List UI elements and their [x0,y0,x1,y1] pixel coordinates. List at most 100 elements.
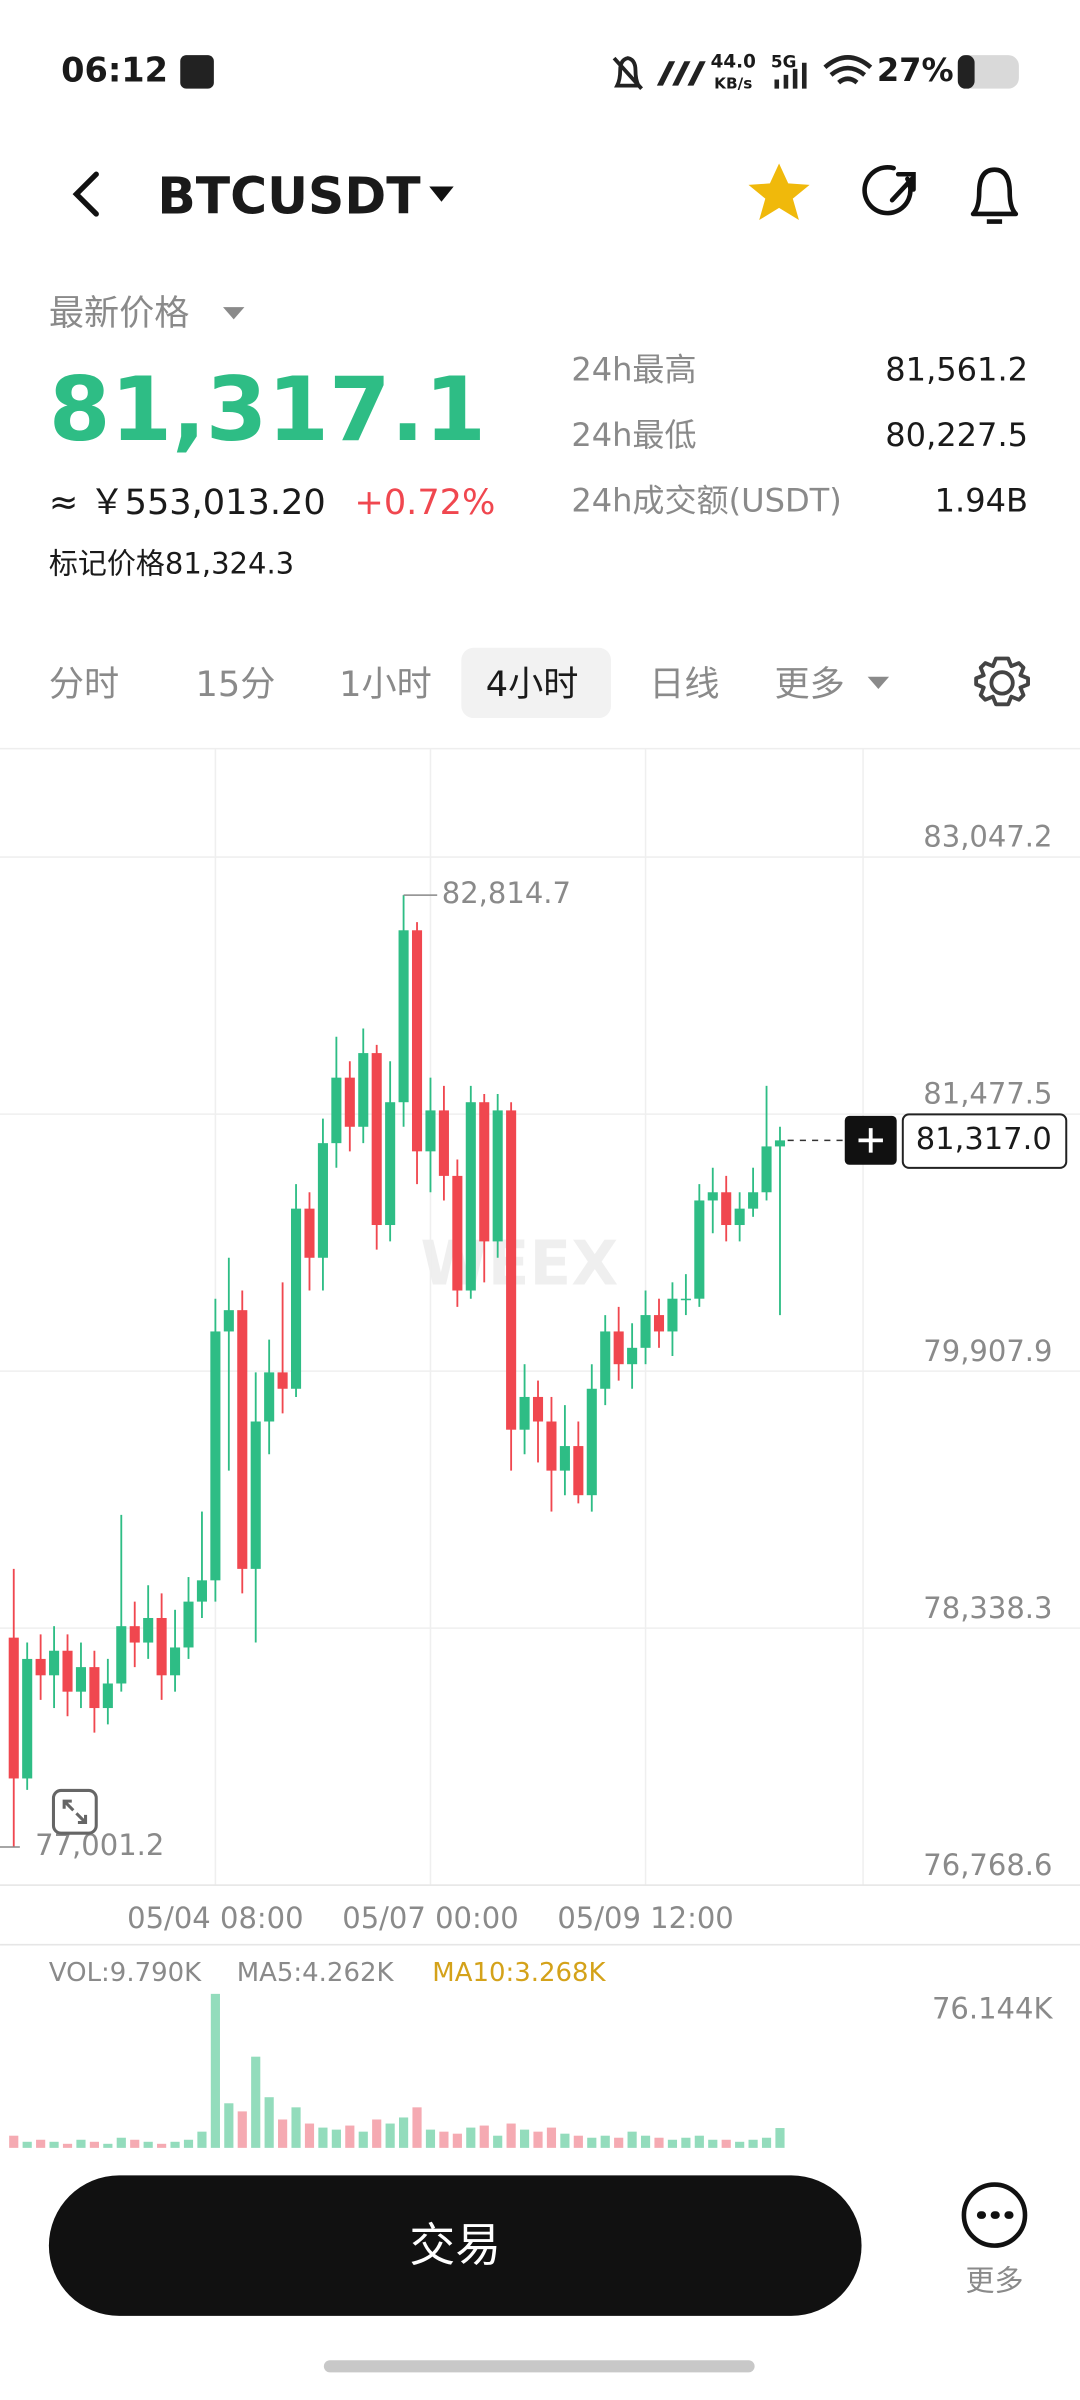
home-indicator [323,2360,755,2373]
volume-bar [318,2127,328,2148]
interval-tab[interactable]: 日线 [649,664,719,705]
candle-body [640,1315,651,1348]
volume-bar [22,2141,32,2148]
candle-body [170,1647,181,1676]
settings-button[interactable] [974,656,1030,707]
volume-bar [681,2137,691,2148]
volume-indicator: VOL:9.790K [49,1958,202,1988]
candle-body [546,1421,557,1471]
mute-icon [612,56,644,90]
candle-body [22,1658,33,1779]
interval-tab[interactable]: 更多 [774,664,844,705]
trade-button-label: 交易 [409,2218,501,2272]
candle-body [291,1208,302,1389]
stats: 24h最高 81,561.2 24h最低 80,227.5 24h成交额(USDT) 1.… [571,350,1028,519]
volume-bar [49,2141,59,2148]
x-tick-label: 05/07 00:00 [342,1901,518,1935]
more-dropdown[interactable] [867,676,890,690]
favorite-star[interactable] [748,163,810,221]
candle-body [559,1446,570,1471]
candle-body [8,1637,19,1779]
candle-body [600,1331,611,1389]
volume-bar [278,2119,288,2148]
interval-tab[interactable]: 分时 [49,664,119,705]
volume-bar [36,2139,46,2148]
cny-price: ≈ ￥553,013.20 [49,482,326,523]
candle-body [425,1110,436,1152]
volume-bar [627,2131,637,2148]
volume-bar [412,2107,422,2148]
volume-bar [439,2131,449,2148]
candle-body [653,1315,665,1332]
y-tick-label: 83,047.2 [923,820,1052,854]
volume-bar [425,2129,436,2148]
volume-bar [76,2139,86,2148]
candle-body [143,1617,154,1643]
volume-bar [291,2107,301,2148]
stat-label: 24h最高 [571,350,696,388]
volume-bar [210,1993,220,2148]
candle-body [75,1667,87,1692]
interval-tab[interactable]: 1小时 [339,664,432,705]
price-label-dropdown[interactable] [223,307,245,320]
candle-body [532,1396,544,1422]
volume-bar [493,2135,503,2148]
interval-tab[interactable]: 15分 [196,664,276,705]
volume-bar [304,2123,315,2148]
share-button[interactable] [862,165,916,216]
candle-body [721,1192,732,1226]
last-price-label: 81,317.0 [916,1122,1052,1157]
last-price-box [901,1113,1068,1169]
volume-bar [587,2137,597,2148]
symbol-dropdown[interactable] [429,186,454,202]
candle-body [627,1347,638,1365]
candle-body [358,1053,369,1127]
fullscreen-arrows [62,1799,88,1825]
candle-body [183,1601,194,1648]
interval-tab[interactable]: 4小时 [486,664,579,705]
volume-bar [157,2143,167,2148]
volume-bar [372,2119,382,2148]
alert-button[interactable] [970,167,1019,224]
volume-bar [640,2135,651,2148]
price-label: 最新价格 [49,293,190,334]
more-button[interactable] [961,2182,1028,2248]
volume-bar [130,2139,140,2148]
candle-body [196,1580,207,1602]
volume-bar [197,2131,207,2148]
fullscreen-button[interactable] [51,1788,98,1835]
candle-body [102,1683,113,1709]
volume-bar [654,2137,664,2148]
volume-bar [224,2103,234,2148]
back-button[interactable] [72,171,99,217]
candle-body [479,1102,490,1242]
volume-bar [170,2141,180,2148]
net-speed: 44.0 [711,52,756,73]
candle-body [317,1143,328,1258]
candle-body [237,1310,248,1569]
candle-body [613,1331,624,1365]
net-speed-unit: KB/s [714,75,752,93]
interval-tabs: 分时 15分 1小时 4小时 日线 更多 [49,664,845,705]
candle-body [465,1102,476,1291]
symbol[interactable]: BTCUSDT [157,167,421,226]
stat-value: 81,561.2 [885,350,1028,388]
volume-bar [708,2139,718,2148]
volume-bar [573,2135,583,2148]
volume-indicator: MA10:3.268K [432,1958,606,1988]
candle-body [331,1077,342,1144]
volume-bar [264,2097,274,2148]
candle-body [250,1421,261,1569]
volume-bar [694,2135,704,2148]
trade-button[interactable] [48,2175,862,2316]
volume-bar [775,2128,785,2148]
candle-body [761,1146,772,1193]
volume-bar [519,2129,530,2148]
status-icon [180,55,214,89]
price-chart: WEEX 83,047.2 81,477.5 79,907.9 78,338.3 76,7… [0,748,1080,1886]
add-order-icon [858,1128,883,1153]
status-time: 06:12 [61,50,168,89]
volume-bar [89,2141,99,2148]
candle-body [438,1110,449,1176]
